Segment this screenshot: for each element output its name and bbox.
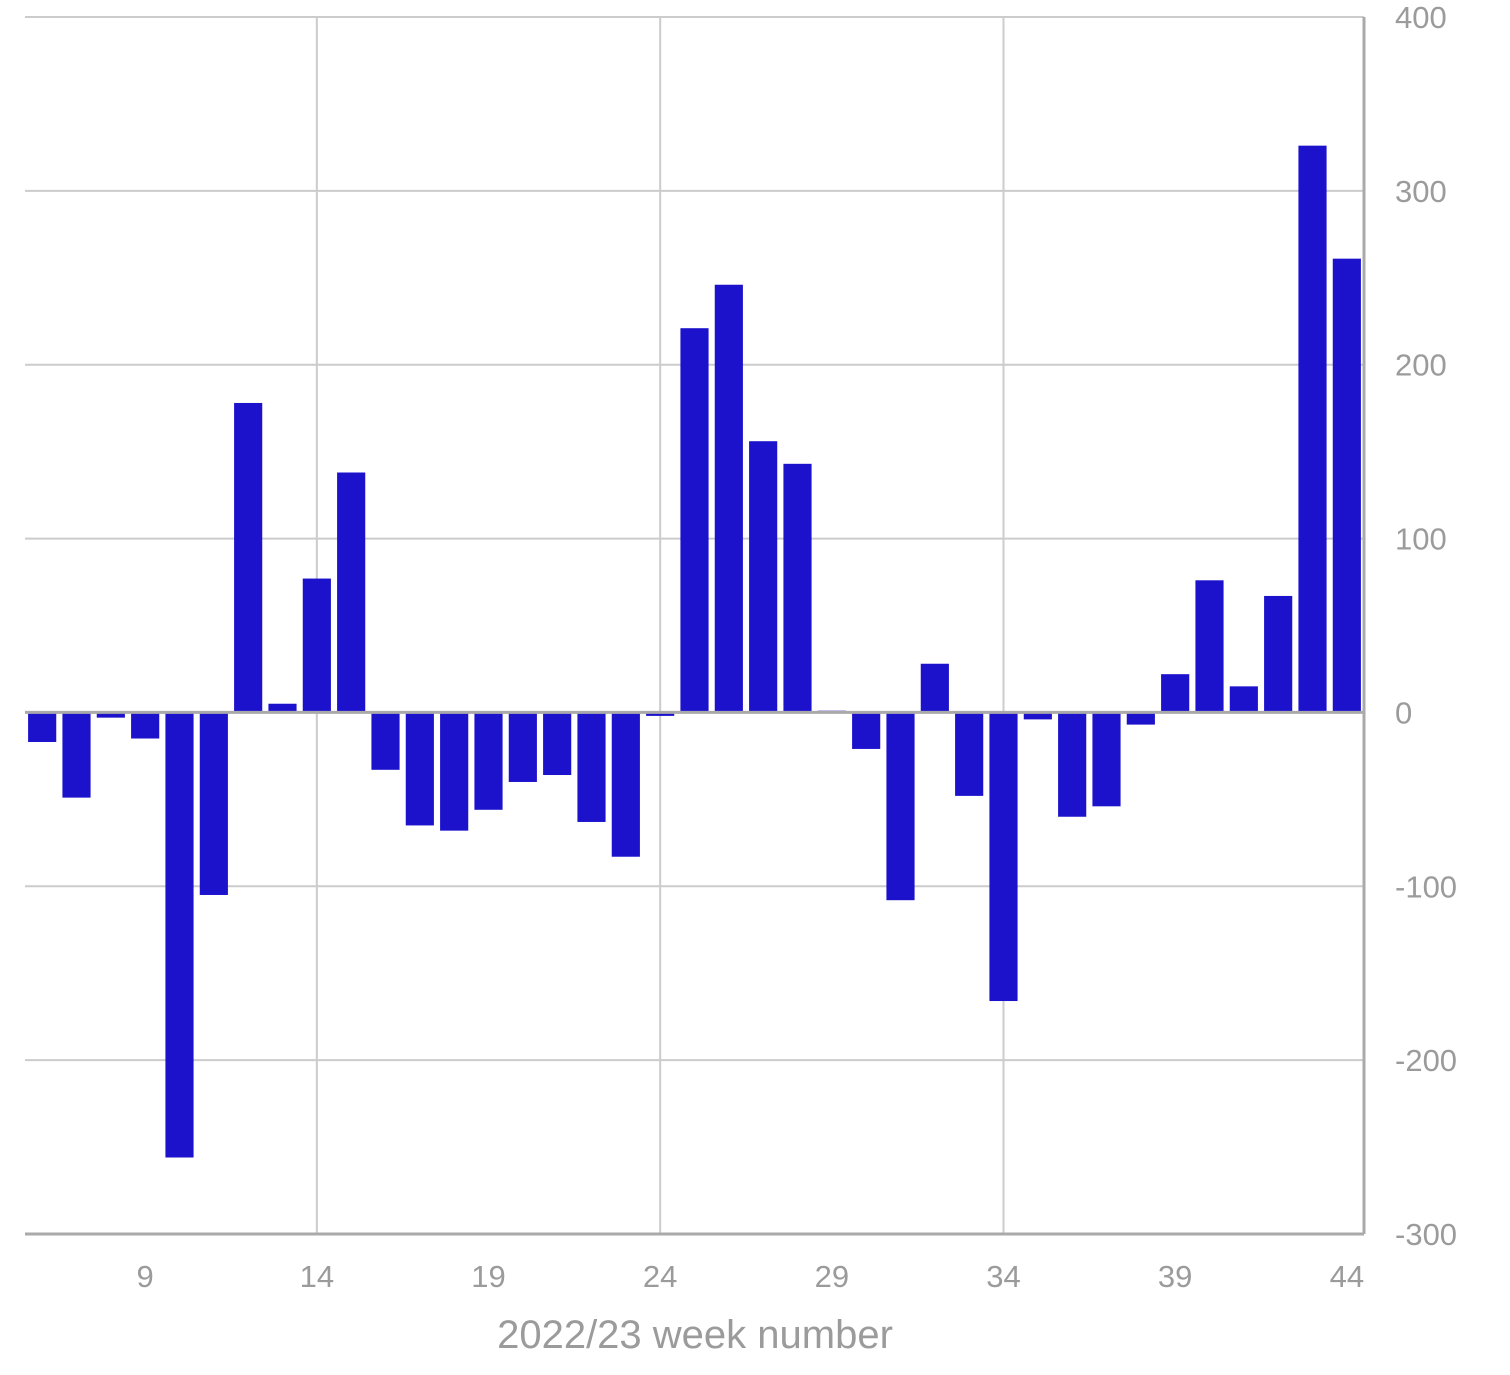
bar (783, 463, 812, 713)
y-tick-label: -100 (1395, 869, 1457, 904)
x-tick-label: 14 (300, 1259, 334, 1294)
axes (25, 17, 1366, 1236)
bar (234, 402, 263, 713)
bar (28, 712, 57, 742)
bar (1264, 595, 1293, 713)
bar (543, 712, 572, 776)
bar (714, 284, 743, 713)
bar (1195, 580, 1224, 713)
bar (1023, 712, 1052, 720)
bar (989, 712, 1018, 1002)
x-tick-label: 44 (1330, 1259, 1364, 1294)
bar (955, 712, 984, 796)
bar (1332, 258, 1361, 713)
bar (337, 472, 366, 713)
x-tick-label: 9 (137, 1259, 154, 1294)
y-tick-label: 400 (1395, 0, 1447, 35)
y-tick-label: -300 (1395, 1217, 1457, 1252)
x-axis-title: 2022/23 week number (497, 1313, 893, 1357)
bars (28, 145, 1361, 1158)
bar (62, 712, 91, 798)
bar (1298, 145, 1327, 713)
bar (96, 712, 125, 718)
bar (302, 578, 331, 713)
bar (1092, 712, 1121, 807)
bar (165, 712, 194, 1158)
x-tick-label: 24 (643, 1259, 677, 1294)
bar (611, 712, 640, 857)
x-tick-label: 39 (1158, 1259, 1192, 1294)
bar (1126, 712, 1155, 725)
bar (680, 328, 709, 713)
bar (440, 712, 469, 831)
bar (749, 441, 778, 713)
y-tick-label: 100 (1395, 522, 1447, 557)
x-tick-labels: 9 14 19 24 29 34 39 44 (137, 1259, 1365, 1294)
bar (920, 663, 949, 713)
y-tick-label: 200 (1395, 348, 1447, 383)
bar (577, 712, 606, 822)
y-tick-label: 0 (1395, 695, 1412, 730)
bar (405, 712, 434, 826)
bar (646, 712, 675, 716)
bar (1229, 686, 1258, 713)
x-tick-label: 34 (986, 1259, 1020, 1294)
y-tick-label: 300 (1395, 174, 1447, 209)
y-tick-labels: 400 300 200 100 0 -100 -200 -300 (1395, 0, 1457, 1252)
x-tick-label: 29 (815, 1259, 849, 1294)
bar (371, 712, 400, 770)
bar (474, 712, 503, 810)
bar (199, 712, 228, 895)
bar (508, 712, 537, 782)
bar (131, 712, 160, 739)
bar (1161, 674, 1190, 713)
bar (268, 703, 297, 713)
bar (886, 712, 915, 901)
bar (852, 712, 881, 749)
y-tick-label: -200 (1395, 1043, 1457, 1078)
bar (1058, 712, 1087, 817)
x-tick-label: 19 (471, 1259, 505, 1294)
